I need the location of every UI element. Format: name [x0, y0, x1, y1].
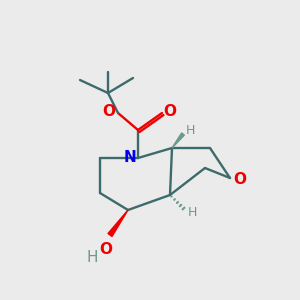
Text: O: O	[103, 104, 116, 119]
Text: O: O	[100, 242, 112, 256]
Text: H: H	[185, 124, 195, 137]
Text: O: O	[164, 104, 176, 119]
Text: H: H	[187, 206, 197, 218]
Polygon shape	[172, 133, 184, 148]
Text: H: H	[86, 250, 98, 265]
Text: N: N	[124, 151, 136, 166]
Polygon shape	[108, 210, 128, 236]
Text: O: O	[233, 172, 247, 187]
